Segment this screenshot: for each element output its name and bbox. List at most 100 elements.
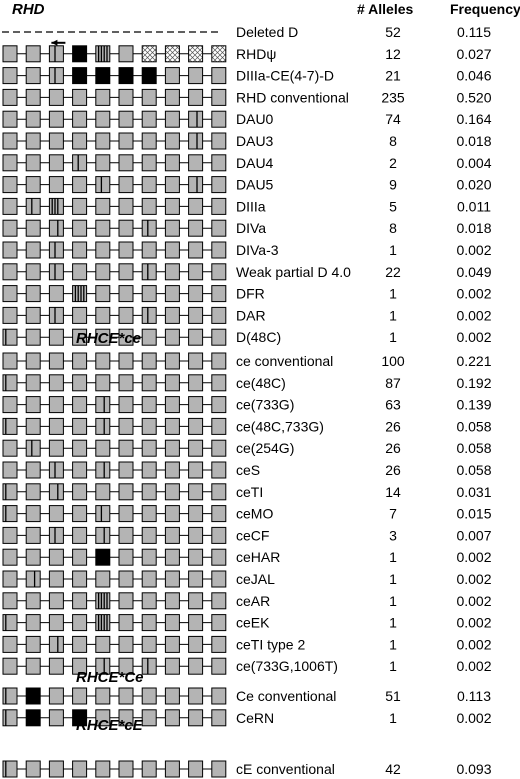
exon-box xyxy=(48,374,64,392)
allele-row: DAU0 74 0.164 xyxy=(2,110,492,128)
exon-box xyxy=(164,592,180,610)
allele-frequency: 0.015 xyxy=(456,506,491,522)
exon-box xyxy=(188,592,204,610)
exon-box xyxy=(211,483,227,501)
allele-frequency: 0.002 xyxy=(456,615,491,631)
exon-box xyxy=(118,614,134,632)
allele-name: DIVa-3 xyxy=(236,242,279,258)
exon-box xyxy=(48,461,64,479)
exon-box xyxy=(2,396,18,414)
exon-box xyxy=(48,687,64,705)
exon-box xyxy=(48,110,64,128)
exon-box xyxy=(95,132,111,150)
exon-box xyxy=(164,760,180,778)
allele-frequency: 0.031 xyxy=(456,484,491,500)
exon-box xyxy=(2,45,18,63)
allele-name: ceMO xyxy=(236,506,273,522)
exon-box xyxy=(188,374,204,392)
exon-box xyxy=(2,352,18,370)
allele-name: ceTI type 2 xyxy=(236,636,305,652)
exon-box xyxy=(72,352,88,370)
exon-box xyxy=(211,197,227,215)
exon-box xyxy=(141,176,157,194)
exon-box xyxy=(95,760,111,778)
allele-row: DAU4 2 0.004 xyxy=(2,154,492,172)
allele-name: Deleted D xyxy=(236,24,298,40)
allele-count: 1 xyxy=(389,286,397,302)
exon-box xyxy=(72,709,88,727)
exon-box xyxy=(48,760,64,778)
exon-box xyxy=(48,352,64,370)
exon-box xyxy=(25,67,41,85)
allele-name: ce conventional xyxy=(236,353,333,369)
allele-frequency: 0.002 xyxy=(456,307,491,323)
allele-count: 26 xyxy=(385,418,401,434)
allele-row: DIVa-3 1 0.002 xyxy=(2,241,492,259)
exon-box xyxy=(188,241,204,259)
exon-box xyxy=(72,526,88,544)
exon-box xyxy=(2,548,18,566)
allele-frequency: 0.115 xyxy=(457,24,491,40)
allele-name: ceTI xyxy=(236,484,263,500)
exon-box xyxy=(211,219,227,237)
exon-box xyxy=(141,88,157,106)
exon-box xyxy=(188,176,204,194)
allele-count: 3 xyxy=(389,527,397,543)
allele-frequency: 0.018 xyxy=(456,133,491,149)
exon-box xyxy=(48,154,64,172)
exon-box xyxy=(95,88,111,106)
exon-box xyxy=(188,570,204,588)
exon-box xyxy=(211,67,227,85)
exon-box xyxy=(2,263,18,281)
exon-box xyxy=(141,352,157,370)
exon-box xyxy=(141,132,157,150)
exon-box xyxy=(95,417,111,435)
exon-box xyxy=(211,110,227,128)
allele-frequency: 0.046 xyxy=(456,68,491,84)
exon-box xyxy=(141,657,157,675)
exon-box xyxy=(25,526,41,544)
exon-box xyxy=(95,635,111,653)
allele-row: D(48C) 1 0.002 xyxy=(2,328,492,346)
allele-name: ce(733G) xyxy=(236,397,294,413)
exon-box xyxy=(95,241,111,259)
exon-box xyxy=(118,461,134,479)
exon-box xyxy=(95,110,111,128)
allele-row: ceTI 14 0.031 xyxy=(2,483,492,501)
exon-box xyxy=(25,439,41,457)
exon-box xyxy=(2,417,18,435)
allele-row: DIIIa-CE(4-7)-D 21 0.046 xyxy=(2,67,492,85)
exon-box xyxy=(188,132,204,150)
allele-name: ce(48C,733G) xyxy=(236,418,324,434)
exon-box xyxy=(141,592,157,610)
allele-count: 12 xyxy=(385,46,401,62)
allele-row: ceCF 3 0.007 xyxy=(2,526,492,544)
exon-box xyxy=(188,483,204,501)
exon-box xyxy=(164,635,180,653)
exon-box xyxy=(72,592,88,610)
exon-box xyxy=(188,614,204,632)
exon-box xyxy=(25,132,41,150)
exon-box xyxy=(141,709,157,727)
exon-box xyxy=(95,45,111,63)
allele-count: 235 xyxy=(381,89,405,105)
exon-box xyxy=(48,176,64,194)
exon-box xyxy=(188,417,204,435)
exon-box xyxy=(72,219,88,237)
exon-box xyxy=(141,760,157,778)
exon-box xyxy=(2,635,18,653)
exon-box xyxy=(211,263,227,281)
exon-box xyxy=(188,526,204,544)
allele-frequency: 0.011 xyxy=(457,198,491,214)
allele-frequency: 0.058 xyxy=(456,462,491,478)
exon-box xyxy=(2,570,18,588)
exon-box xyxy=(2,461,18,479)
exon-box xyxy=(141,417,157,435)
exon-box xyxy=(118,687,134,705)
exon-box xyxy=(141,197,157,215)
exon-box xyxy=(48,263,64,281)
allele-count: 7 xyxy=(389,506,397,522)
allele-row: Deleted D 52 0.115 xyxy=(2,24,491,40)
exon-box xyxy=(72,614,88,632)
exon-box xyxy=(25,328,41,346)
